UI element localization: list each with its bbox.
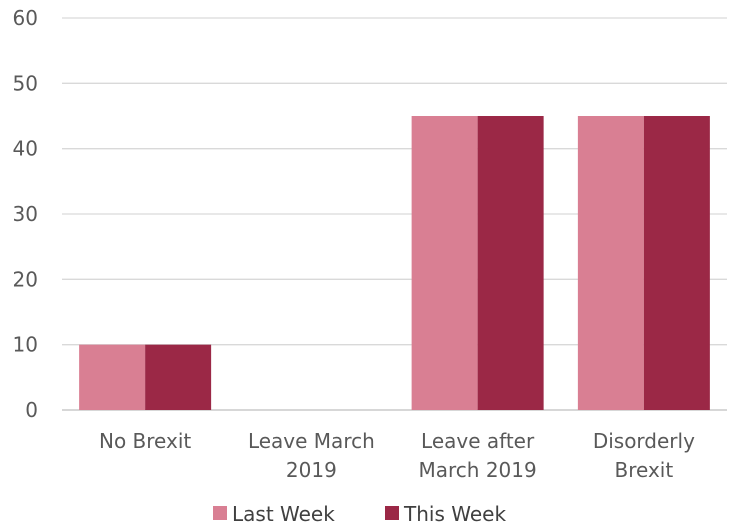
bar-last-week xyxy=(79,344,146,410)
x-tick-label: March 2019 xyxy=(419,458,537,482)
bars xyxy=(79,116,710,410)
legend-label: Last Week xyxy=(232,502,335,526)
x-tick-label: No Brexit xyxy=(99,429,191,453)
y-axis: 0 10 20 30 40 50 60 xyxy=(13,6,38,422)
bar-this-week xyxy=(145,344,212,410)
bar-last-week xyxy=(411,116,478,410)
y-tick-label: 40 xyxy=(13,137,38,161)
x-tick-label: Brexit xyxy=(615,458,674,482)
legend: Last Week This Week xyxy=(213,502,506,526)
x-tick-label: Leave after xyxy=(421,429,535,453)
bar-this-week xyxy=(643,116,710,410)
y-tick-label: 10 xyxy=(13,333,38,357)
x-tick-label: Disorderly xyxy=(593,429,695,453)
y-tick-label: 20 xyxy=(13,267,38,291)
legend-swatch xyxy=(213,506,227,520)
bar-last-week xyxy=(577,116,644,410)
x-axis: No Brexit Leave March 2019 Leave after March… xyxy=(99,429,695,482)
bar-this-week xyxy=(477,116,544,410)
x-tick-label: Leave March xyxy=(248,429,375,453)
legend-label: This Week xyxy=(403,502,506,526)
x-tick-label: 2019 xyxy=(286,458,337,482)
legend-swatch xyxy=(385,506,399,520)
y-tick-label: 60 xyxy=(13,6,38,30)
y-tick-label: 30 xyxy=(13,202,38,226)
y-tick-label: 0 xyxy=(25,398,38,422)
y-tick-label: 50 xyxy=(13,71,38,95)
